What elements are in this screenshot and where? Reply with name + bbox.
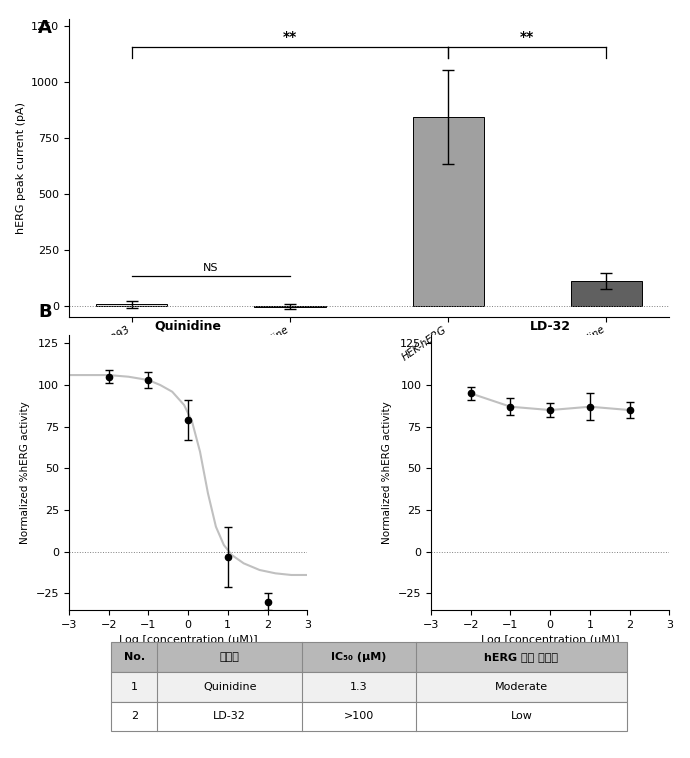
Text: **: **	[283, 30, 297, 43]
Title: LD-32: LD-32	[530, 320, 571, 333]
X-axis label: Log [concentration (μM)]: Log [concentration (μM)]	[481, 635, 620, 645]
Text: >100: >100	[344, 712, 374, 722]
Text: IC₅₀ (μM): IC₅₀ (μM)	[331, 652, 386, 662]
Text: No.: No.	[124, 652, 145, 662]
Text: NS: NS	[204, 263, 219, 273]
Y-axis label: Normalized %hERG activity: Normalized %hERG activity	[382, 401, 393, 544]
Y-axis label: Normalized %hERG activity: Normalized %hERG activity	[20, 401, 30, 544]
Bar	[111, 642, 627, 672]
Bar	[111, 702, 627, 731]
Bar	[111, 672, 627, 702]
Y-axis label: hERG peak current (pA): hERG peak current (pA)	[16, 102, 26, 234]
Text: Low: Low	[511, 712, 533, 722]
Text: B: B	[38, 303, 52, 321]
Text: 1.3: 1.3	[350, 681, 368, 692]
Text: Quinidine: Quinidine	[203, 681, 257, 692]
Text: Moderate: Moderate	[495, 681, 548, 692]
Text: hERG 예상 저해도: hERG 예상 저해도	[484, 652, 558, 662]
Title: Quinidine: Quinidine	[155, 320, 221, 333]
Text: 2: 2	[130, 712, 138, 722]
Text: 1: 1	[130, 681, 138, 692]
Text: A: A	[38, 19, 52, 37]
X-axis label: Log [concentration (μM)]: Log [concentration (μM)]	[119, 635, 257, 645]
Bar	[413, 117, 484, 305]
Text: **: **	[520, 30, 535, 43]
Bar	[571, 281, 642, 305]
Text: LD-32: LD-32	[213, 712, 246, 722]
Bar	[255, 305, 326, 307]
Text: 물질명: 물질명	[220, 652, 239, 662]
